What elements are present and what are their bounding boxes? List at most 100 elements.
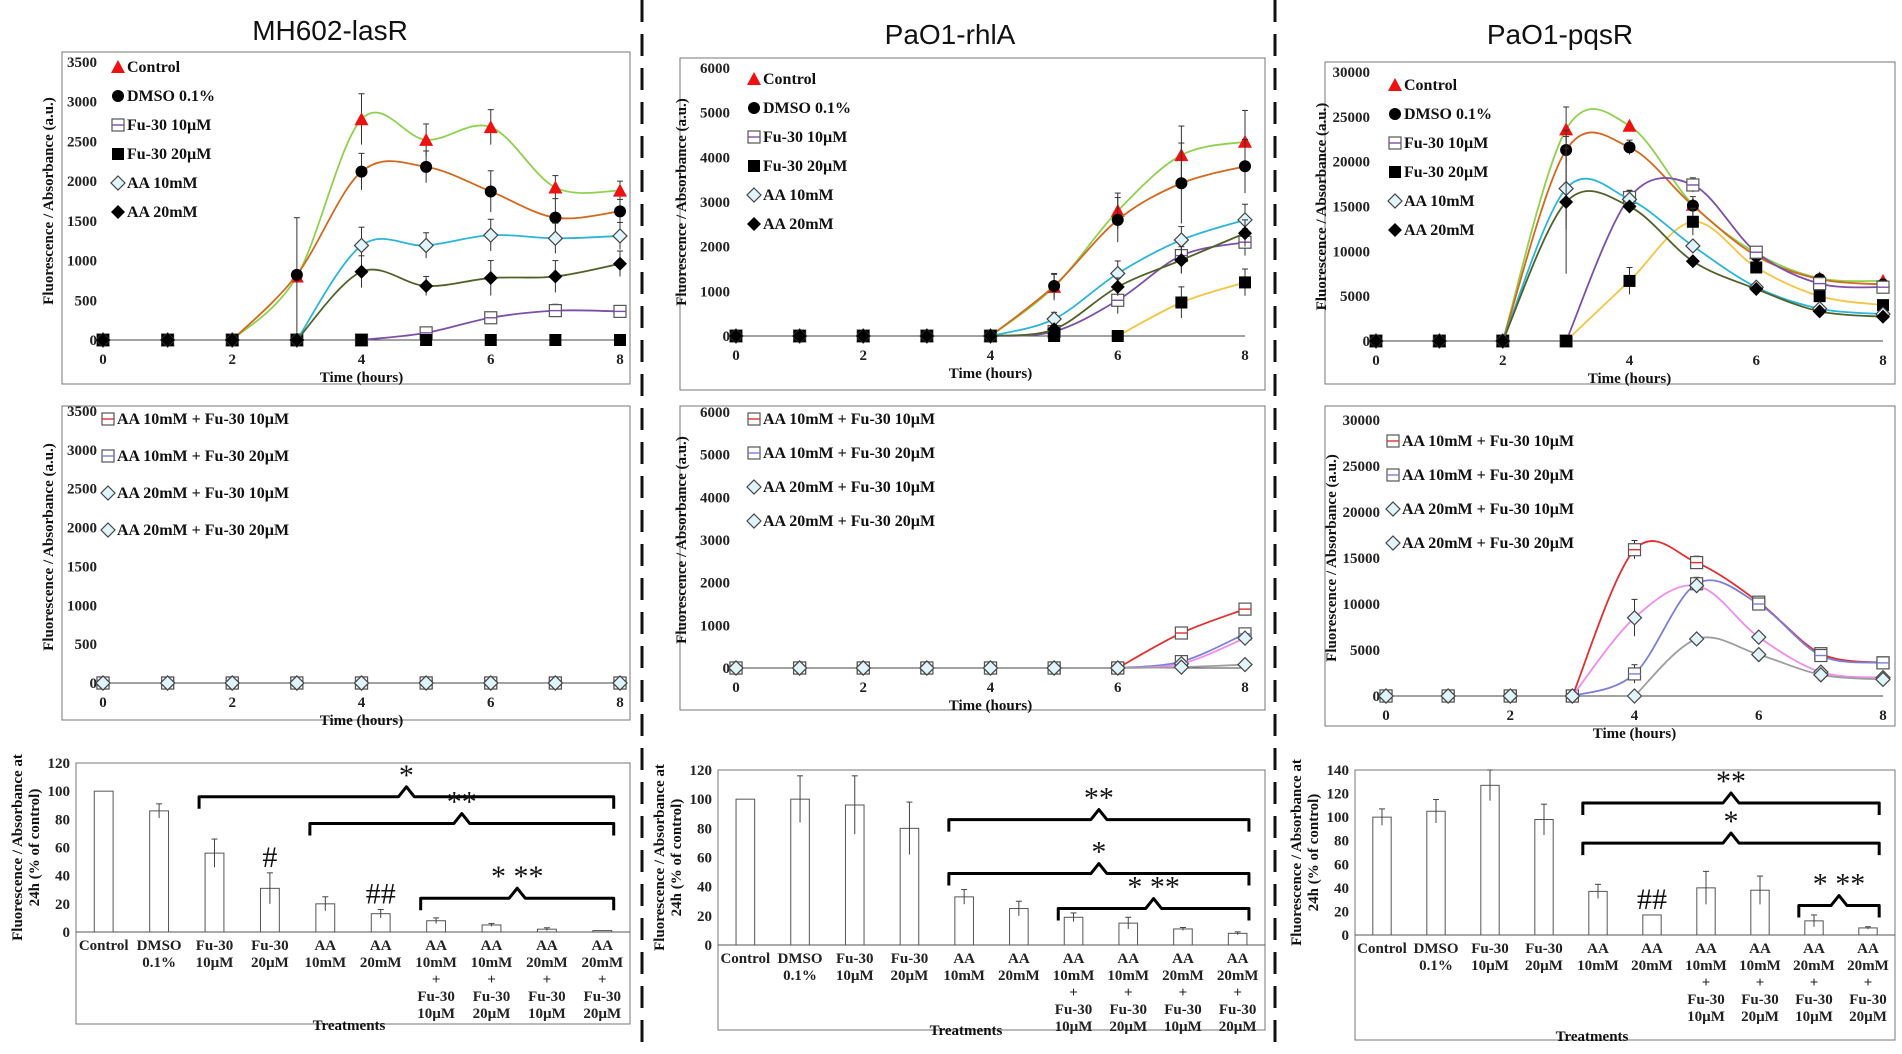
y-axis-label: 24h (% of control)	[669, 799, 685, 917]
legend-label-aa-20mm-fu-30-10um: AA 20mM + Fu-30 10µM	[1402, 501, 1574, 518]
category-label: Fu-30	[584, 989, 622, 1005]
y-tick-label: 60	[55, 841, 70, 857]
category-label: 20mM	[526, 955, 568, 971]
data-point-aa-20mm-fu-30-10um	[1626, 609, 1643, 626]
category-label: 10µM	[1164, 1019, 1202, 1035]
category-label: 10µM	[836, 968, 874, 984]
series-aa-20mm: AA 20mM	[96, 204, 627, 347]
data-point-control	[354, 112, 369, 126]
data-point-aa-20mm	[419, 278, 434, 293]
data-point-dmso-0-1	[1175, 177, 1188, 190]
data-point-aa-20mm-fu-30-20um	[1688, 631, 1705, 647]
y-tick-label: 20000	[1343, 505, 1381, 521]
bar	[149, 810, 170, 933]
y-tick-label: 3000	[700, 195, 730, 211]
bar	[1480, 784, 1500, 936]
category-label: 20mM	[581, 955, 623, 971]
category-label: AA	[314, 938, 336, 954]
category-label: 10mM	[1739, 958, 1781, 974]
data-point-aa-20mm-fu-30-20um	[982, 660, 999, 676]
category-label: 10µM	[1471, 958, 1509, 974]
x-axis-label: Time (hours)	[949, 366, 1032, 382]
data-point-aa-20mm	[983, 329, 998, 343]
y-tick-label: 40	[55, 869, 70, 885]
category-label: AA	[425, 938, 447, 954]
data-point-aa-20mm	[548, 269, 563, 284]
legend-label-fu-30-10um: Fu-30 10µM	[127, 117, 211, 134]
data-point-aa-10mm	[353, 237, 370, 254]
category-label: AA	[1227, 951, 1249, 967]
category-label: AA	[1803, 941, 1825, 957]
category-label: Fu-30	[417, 989, 455, 1005]
category-label: AA	[1857, 941, 1879, 957]
category-label: 20mM	[1847, 958, 1889, 974]
category-label: AA	[1117, 951, 1139, 967]
category-label: Control	[1357, 941, 1407, 957]
y-axis-label: Fluorescence / Absorbance (a.u.)	[41, 97, 57, 305]
category-label: AA	[953, 951, 975, 967]
x-tick-label: 4	[358, 695, 366, 711]
category-label: 20µM	[1109, 1019, 1147, 1035]
data-point-control	[1622, 118, 1637, 132]
category-label: Fu-30	[1471, 941, 1509, 957]
y-tick-label: 20000	[1333, 155, 1371, 171]
category-label: Fu-30	[473, 989, 511, 1005]
y-axis-label: Fluorescence / Absorbance (a.u.)	[1324, 454, 1340, 662]
bar	[1227, 932, 1248, 946]
significance-mark: #	[262, 841, 277, 874]
y-axis-label: 24h (% of control)	[27, 789, 43, 907]
bar	[1173, 928, 1193, 946]
data-point-aa-20mm-fu-30-10um	[1750, 629, 1767, 645]
data-point-fu-30-20um	[420, 334, 433, 346]
legend-label-fu-30-20um: Fu-30 20µM	[763, 158, 847, 175]
y-tick-label: 120	[1327, 787, 1350, 803]
chart-frame	[679, 57, 1266, 391]
data-point-aa-10mm	[1173, 232, 1190, 248]
category-label: 20mM	[1793, 958, 1835, 974]
category-label: 20µM	[251, 955, 289, 971]
category-label: 20mM	[1631, 958, 1673, 974]
y-tick-label: 25000	[1333, 110, 1371, 126]
data-point-aa-20mm-fu-30-20um	[95, 675, 111, 691]
significance-bracket	[419, 886, 616, 911]
data-point-aa-20mm-fu-30-20um	[1046, 660, 1062, 676]
series-aa-10mm: AA 10mM	[728, 187, 1253, 344]
y-tick-label: 1000	[700, 618, 730, 634]
data-point-fu-30-20um	[1111, 330, 1124, 342]
significance-bracket	[308, 812, 616, 836]
category-label: +	[598, 972, 607, 988]
y-tick-label: 10000	[1343, 597, 1381, 613]
legend-marker-dmso-0-1	[112, 90, 124, 102]
y-tick-label: 1000	[67, 598, 97, 614]
category-label: 10µM	[417, 1006, 455, 1022]
x-tick-label: 4	[1631, 708, 1639, 724]
data-point-fu-30-20um	[1239, 276, 1251, 289]
x-tick-label: 2	[1499, 353, 1507, 369]
x-tick-label: 8	[616, 352, 624, 368]
category-label: 20µM	[1219, 1019, 1257, 1035]
category-label: Fu-30	[196, 938, 234, 954]
x-axis-label: Treatments	[1556, 1029, 1629, 1045]
category-label: Fu-30	[891, 951, 929, 967]
data-point-aa-20mm-fu-30-20um	[791, 660, 808, 676]
significance-bracket	[947, 862, 1251, 886]
legend-marker-control	[1388, 78, 1402, 91]
y-axis-label: Fluorescence / Absorbance at	[10, 754, 26, 941]
line-chart-a1: 0 500 1000 1500 2000 2500 3000 3500 0 2 4 6 8 Time (h…	[41, 51, 631, 386]
data-point-fu-30-20um	[1813, 290, 1826, 303]
data-point-aa-20mm	[1110, 279, 1125, 294]
y-tick-label: 1000	[67, 254, 97, 270]
line-chart-b3: 0 5000 10000 15000 20000 25000 30000 0 2 4 6 8 Time …	[1324, 405, 1896, 742]
y-axis-label: Fluorescence / Absorbance (a.u.)	[674, 98, 690, 306]
data-point-fu-30-20um	[1623, 274, 1636, 287]
data-point-aa-20mm-fu-30-20um	[1502, 688, 1519, 704]
data-point-aa-20mm	[1876, 309, 1890, 324]
legend-label-aa-10mm: AA 10mM	[763, 187, 834, 204]
y-tick-label: 3000	[700, 533, 730, 549]
legend-marker-aa-20mm-fu-30-20um	[1385, 535, 1401, 551]
legend-marker-aa-20mm	[111, 205, 125, 219]
data-point-aa-20mm	[1622, 199, 1637, 214]
data-point-aa-20mm	[1047, 322, 1062, 337]
bar	[592, 930, 613, 933]
data-point-aa-20mm	[919, 329, 934, 343]
